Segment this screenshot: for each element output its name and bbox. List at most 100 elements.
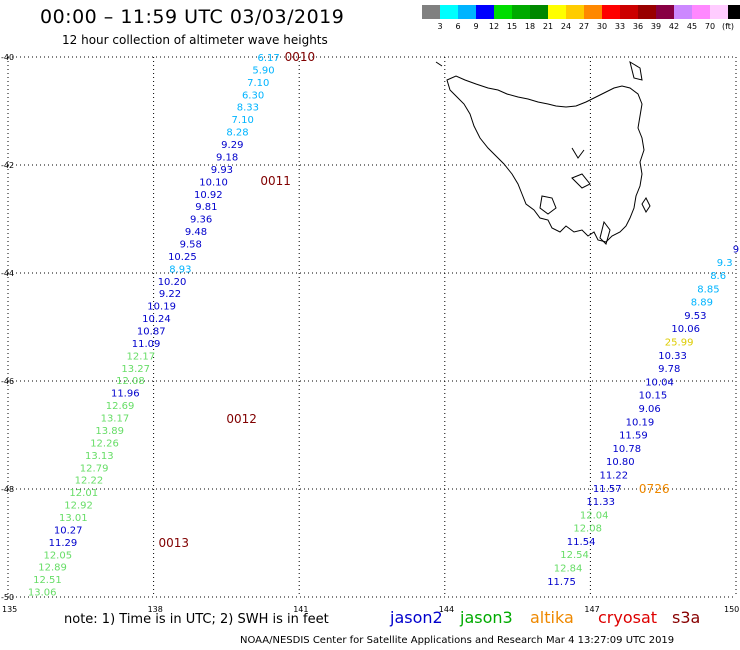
longitude-label: 144: [439, 605, 454, 614]
wave-height-value: 10.04: [645, 377, 674, 388]
track-labels: 6.175.907.106.308.337.108.289.299.189.93…: [28, 53, 740, 599]
longitude-label: 150: [724, 605, 739, 614]
wave-height-value: 10.15: [639, 391, 668, 402]
colorbar-swatch: [476, 5, 494, 19]
pass-time-label: 0011: [260, 174, 291, 188]
wave-height-value: 9.93: [211, 165, 233, 176]
wave-height-value: 12.92: [64, 501, 93, 512]
colorbar-label: 27: [578, 22, 590, 31]
wave-height-value: 9.3: [717, 258, 733, 269]
wave-height-value: 9.06: [639, 404, 661, 415]
wave-height-value: 13.89: [95, 426, 124, 437]
wave-height-value: 8.6: [710, 271, 726, 282]
wave-height-value: 10.87: [137, 327, 166, 338]
colorbar-label: 12: [488, 22, 500, 31]
wave-height-value: 10.92: [194, 190, 223, 201]
colorbar-label: 15: [506, 22, 518, 31]
wave-height-value: 6.30: [242, 90, 264, 101]
wave-height-value: 9.81: [195, 202, 217, 213]
pass-time-label: 0012: [226, 412, 257, 426]
wave-height-value: 10.06: [671, 324, 700, 335]
wave-height-value: 12.51: [33, 575, 62, 586]
wave-height-value: 12.22: [75, 476, 104, 487]
colorbar-label: 18: [524, 22, 536, 31]
wave-height-value: 11.75: [547, 577, 576, 588]
colorbar-swatch: [674, 5, 692, 19]
colorbar-label: 33: [614, 22, 626, 31]
wave-height-value: 12.01: [69, 488, 98, 499]
wave-height-value: 12.17: [127, 351, 156, 362]
latitude-label: -50: [1, 593, 14, 602]
wave-height-value: 10.78: [613, 444, 642, 455]
wave-height-value: 8.28: [226, 128, 248, 139]
wave-height-value: 9.29: [221, 140, 243, 151]
colorbar-label: 9: [473, 22, 479, 31]
wave-height-value: 11.29: [49, 538, 78, 549]
legend-item-s3a: s3a: [672, 608, 701, 627]
colorbar-swatch: [638, 5, 656, 19]
wave-height-value: 10.80: [606, 457, 635, 468]
colorbar-swatch: [692, 5, 710, 19]
colorbar-label: 70: [704, 22, 716, 31]
colorbar-label: 24: [560, 22, 572, 31]
colorbar-swatch: [494, 5, 512, 19]
wave-height-value: 10.19: [147, 302, 176, 313]
colorbar-label: (ft): [721, 22, 735, 31]
pass-time-label: 0010: [285, 50, 316, 64]
colorbar-label: 30: [596, 22, 608, 31]
wave-height-value: 8.33: [237, 103, 259, 114]
peninsula: [571, 173, 591, 189]
map-subtitle: 12 hour collection of altimeter wave hei…: [62, 33, 328, 47]
legend-item-jason2: jason2: [390, 608, 443, 627]
latitude-label: -46: [1, 377, 14, 386]
legend-item-altika: altika: [530, 608, 574, 627]
colorbar-label: 36: [632, 22, 644, 31]
colorbar-label: 39: [650, 22, 662, 31]
wave-height-value: 25.99: [665, 338, 694, 349]
colorbar-swatch: [440, 5, 458, 19]
wave-height-value: 12.08: [116, 376, 145, 387]
wave-height-value: 8.85: [697, 284, 719, 295]
colorbar-swatch: [548, 5, 566, 19]
wave-height-value: 12.79: [80, 463, 109, 474]
colorbar-swatch: [620, 5, 638, 19]
wave-height-value: 9.48: [185, 227, 207, 238]
colorbar-swatch: [422, 5, 440, 19]
latitude-label: -42: [1, 161, 14, 170]
wave-height-value: 12.54: [560, 550, 589, 561]
colorbar-label: 42: [668, 22, 680, 31]
latitude-label: -40: [1, 53, 14, 62]
legend-item-cryosat: cryosat: [598, 608, 658, 627]
colorbar-swatch: [458, 5, 476, 19]
colorbar: [422, 5, 740, 19]
wave-height-value: 11.54: [567, 537, 596, 548]
wave-height-value: 9.22: [159, 289, 181, 300]
wave-height-value: 12.04: [580, 510, 609, 521]
longitude-label: 141: [293, 605, 308, 614]
wave-height-value: 10.25: [168, 252, 197, 263]
wave-height-value: 12.84: [554, 564, 583, 575]
wave-height-value: 10.19: [626, 417, 655, 428]
wave-height-value: 10.24: [142, 314, 171, 325]
wave-height-value: 9: [733, 244, 739, 255]
wave-height-value: 10.27: [54, 525, 83, 536]
wave-height-value: 12.26: [90, 438, 119, 449]
colorbar-swatch: [656, 5, 674, 19]
king-island-edge: [435, 61, 443, 67]
colorbar-swatch: [512, 5, 530, 19]
wave-height-value: 9.18: [216, 152, 238, 163]
wave-height-value: 11.22: [599, 470, 628, 481]
colorbar-swatch: [710, 5, 728, 19]
wave-height-value: 13.17: [101, 414, 130, 425]
wave-height-value: 7.10: [232, 115, 254, 126]
wave-height-value: 13.01: [59, 513, 88, 524]
colorbar-swatch: [584, 5, 602, 19]
legend-item-jason3: jason3: [460, 608, 513, 627]
pass-time-labels: 0010 0011 0012 0013 0726: [158, 50, 669, 550]
flinders-island: [629, 60, 643, 81]
wave-height-value: 9.58: [180, 239, 202, 250]
footer-note: note: 1) Time is in UTC; 2) SWH is in fe…: [64, 612, 329, 627]
wave-height-value: 8.93: [169, 264, 191, 275]
longitude-label: 135: [2, 605, 17, 614]
colorbar-label: 45: [686, 22, 698, 31]
